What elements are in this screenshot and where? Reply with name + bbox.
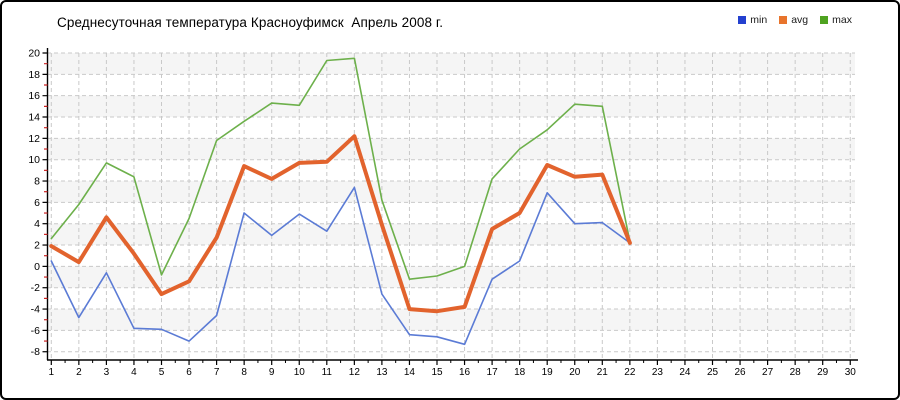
svg-text:-8: -8 [31, 346, 40, 358]
svg-text:19: 19 [542, 367, 554, 378]
svg-text:2: 2 [34, 240, 40, 252]
svg-text:30: 30 [845, 367, 857, 378]
chart-title: Среднесуточная температура Красноуфимск … [57, 15, 444, 30]
svg-text:26: 26 [734, 367, 746, 378]
svg-text:10: 10 [294, 367, 306, 378]
svg-text:16: 16 [459, 367, 471, 378]
svg-text:13: 13 [376, 367, 388, 378]
legend-label-min: min [750, 14, 768, 26]
svg-text:9: 9 [269, 367, 275, 378]
svg-text:-4: -4 [31, 304, 40, 316]
svg-text:22: 22 [624, 367, 636, 378]
svg-text:-2: -2 [31, 282, 40, 294]
svg-text:14: 14 [404, 367, 416, 378]
svg-text:3: 3 [104, 367, 110, 378]
svg-text:27: 27 [762, 367, 774, 378]
svg-text:2: 2 [76, 367, 82, 378]
svg-text:29: 29 [817, 367, 829, 378]
svg-text:20: 20 [28, 48, 40, 60]
svg-text:24: 24 [679, 367, 691, 378]
chart-legend: min avg max [738, 14, 852, 26]
svg-text:23: 23 [652, 367, 664, 378]
svg-text:8: 8 [34, 176, 40, 188]
svg-text:12: 12 [349, 367, 361, 378]
svg-text:15: 15 [431, 367, 443, 378]
svg-text:18: 18 [514, 367, 526, 378]
svg-text:10: 10 [28, 154, 40, 166]
svg-text:21: 21 [597, 367, 609, 378]
legend-item-min: min [738, 14, 767, 26]
svg-text:28: 28 [790, 367, 802, 378]
svg-text:5: 5 [159, 367, 165, 378]
legend-item-max: max [820, 14, 852, 26]
svg-text:1: 1 [49, 367, 55, 378]
svg-text:11: 11 [322, 367, 333, 378]
svg-text:12: 12 [28, 133, 40, 145]
legend-item-avg: avg [779, 14, 808, 26]
svg-text:0: 0 [34, 261, 40, 273]
svg-text:4: 4 [34, 218, 40, 230]
min-series-swatch-icon [738, 16, 747, 24]
svg-text:6: 6 [186, 367, 192, 378]
svg-text:17: 17 [487, 367, 499, 378]
svg-text:8: 8 [241, 367, 247, 378]
svg-text:20: 20 [569, 367, 581, 378]
legend-label-max: max [832, 14, 852, 26]
svg-text:14: 14 [28, 112, 40, 124]
svg-text:-6: -6 [31, 325, 40, 337]
max-series-swatch-icon [820, 16, 829, 24]
svg-text:16: 16 [28, 90, 40, 102]
svg-text:7: 7 [214, 367, 220, 378]
legend-label-avg: avg [791, 14, 809, 26]
svg-text:25: 25 [707, 367, 719, 378]
avg-series-swatch-icon [779, 16, 788, 24]
svg-text:4: 4 [131, 367, 137, 378]
svg-text:18: 18 [28, 69, 40, 81]
svg-text:6: 6 [34, 197, 40, 209]
